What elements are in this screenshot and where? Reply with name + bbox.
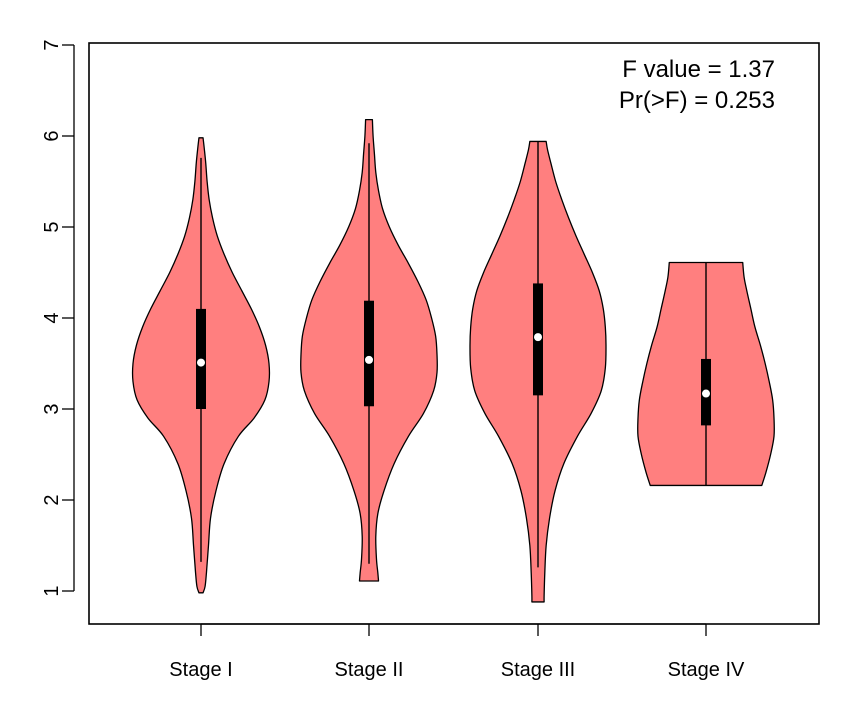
y-tick-label: 5 — [41, 221, 63, 232]
box-layer — [196, 141, 711, 568]
x-tick-label: Stage I — [169, 659, 232, 681]
median-dot-stage-ii — [365, 355, 373, 364]
median-dot-stage-i — [197, 358, 205, 367]
pr-f-annotation: Pr(>F) = 0.253 — [619, 87, 775, 114]
x-tick-label: Stage IV — [668, 659, 745, 681]
y-tick-label: 2 — [41, 494, 63, 505]
y-tick-label: 6 — [41, 130, 63, 141]
x-tick-label: Stage II — [335, 659, 404, 681]
y-tick-label: 1 — [41, 585, 63, 596]
y-tick-label: 7 — [41, 39, 63, 50]
y-tick-label: 4 — [41, 312, 63, 323]
iqr-box-stage-ii — [364, 300, 374, 407]
x-axis: Stage I Stage II Stage III Stage IV — [169, 623, 745, 681]
f-value-annotation: F value = 1.37 — [622, 56, 775, 83]
x-tick-label: Stage III — [501, 659, 576, 681]
y-tick-label: 3 — [41, 403, 63, 414]
annotation-block: F value = 1.37 Pr(>F) = 0.253 — [619, 56, 775, 114]
median-dot-stage-iv — [702, 389, 710, 398]
y-axis: 1 2 3 4 5 6 7 — [41, 39, 75, 597]
median-dot-stage-iii — [534, 333, 542, 342]
